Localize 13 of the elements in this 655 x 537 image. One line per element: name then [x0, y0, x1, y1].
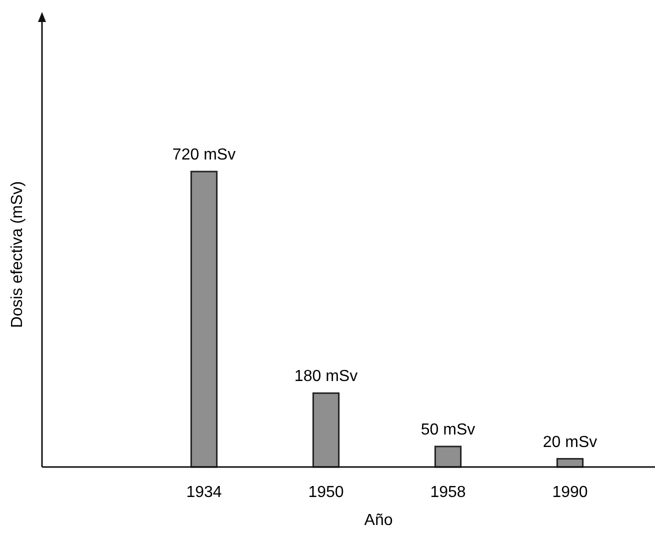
bar — [434, 446, 462, 468]
data-label: 50 mSv — [420, 421, 476, 438]
data-label: 720 mSv — [172, 146, 236, 164]
data-label: 20 mSv — [542, 434, 598, 451]
y-axis-title: Dosis efectiva (mSv) — [9, 181, 26, 328]
bar — [190, 170, 218, 468]
x-tick-label: 1934 — [186, 484, 222, 501]
bar — [312, 392, 340, 468]
x-axis-title: Año — [364, 512, 393, 529]
data-label: 180 mSv — [294, 368, 358, 386]
x-tick-label: 1990 — [552, 484, 588, 501]
x-tick-label: 1958 — [430, 484, 466, 501]
x-tick-label: 1950 — [308, 484, 344, 501]
